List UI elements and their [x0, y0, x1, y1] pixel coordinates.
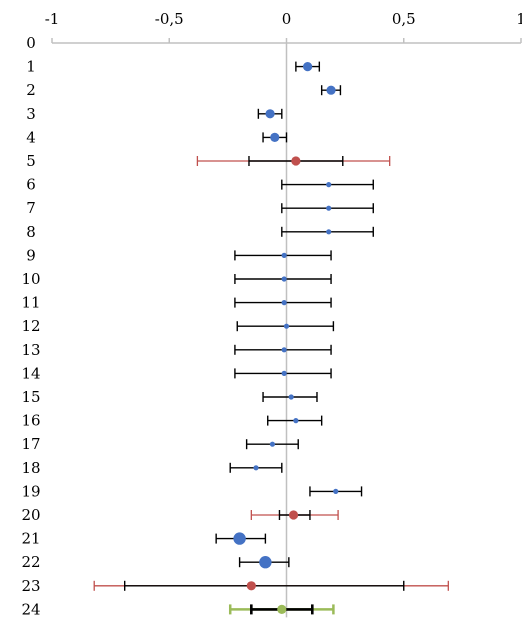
point-estimate-marker [281, 252, 287, 258]
point-estimate-marker [281, 276, 287, 282]
y-tick-label: 4 [26, 128, 36, 146]
point-estimate-marker [246, 581, 256, 591]
y-tick-label: 19 [21, 482, 40, 500]
point-estimate-marker [233, 532, 246, 545]
y-tick-label: 3 [26, 105, 36, 123]
y-tick-label: 20 [21, 506, 40, 524]
point-estimate-marker [283, 323, 290, 329]
point-estimate-marker [265, 109, 275, 119]
point-estimate-marker [281, 347, 287, 353]
point-estimate-marker [259, 556, 272, 569]
y-tick-label: 24 [21, 600, 40, 618]
x-tick-label: 1 [516, 10, 522, 28]
point-estimate-marker [326, 182, 332, 188]
y-tick-label: 2 [26, 81, 36, 99]
point-estimate-marker [293, 418, 299, 424]
x-tick-label: -0,5 [155, 10, 184, 28]
y-tick-label: 17 [21, 435, 40, 453]
data-marks-group [93, 61, 449, 615]
y-tick-label: 14 [21, 364, 40, 382]
y-tick-label: 0 [26, 34, 36, 52]
y-tick-label: 12 [21, 317, 40, 335]
x-tick-label: -1 [45, 10, 60, 28]
point-estimate-marker [253, 465, 259, 471]
y-tick-label: 8 [26, 223, 36, 241]
y-tick-label: 11 [21, 294, 40, 312]
y-tick-label: 10 [21, 270, 40, 288]
point-estimate-marker [281, 370, 287, 376]
point-estimate-marker [326, 85, 336, 95]
y-tick-label: 15 [21, 388, 40, 406]
x-tick-label: 0 [282, 10, 292, 28]
point-estimate-marker [277, 604, 287, 615]
point-estimate-marker [326, 205, 332, 211]
point-estimate-marker [333, 488, 339, 494]
y-tick-label: 5 [26, 152, 36, 170]
point-estimate-marker [270, 132, 280, 142]
y-tick-label: 16 [21, 412, 40, 430]
point-estimate-marker [269, 441, 276, 447]
y-tick-label: 21 [21, 530, 40, 548]
y-tick-label: 13 [21, 341, 40, 359]
y-tick-label: 18 [21, 459, 40, 477]
point-estimate-marker [291, 156, 301, 166]
tick-labels-group: -1 -0,5 0 0,5 101234567891011121314151617181… [21, 10, 522, 618]
point-estimate-marker [288, 510, 299, 520]
point-estimate-marker [326, 229, 332, 235]
point-estimate-marker [303, 62, 313, 72]
x-tick-label: 0,5 [392, 10, 416, 28]
point-estimate-marker [281, 300, 287, 306]
y-tick-label: 6 [26, 176, 36, 194]
y-tick-label: 9 [26, 246, 36, 264]
y-tick-label: 7 [26, 199, 36, 217]
y-tick-label: 22 [21, 553, 40, 571]
y-tick-label: 23 [21, 577, 40, 595]
point-estimate-marker [288, 394, 294, 400]
y-tick-label: 1 [26, 58, 36, 76]
